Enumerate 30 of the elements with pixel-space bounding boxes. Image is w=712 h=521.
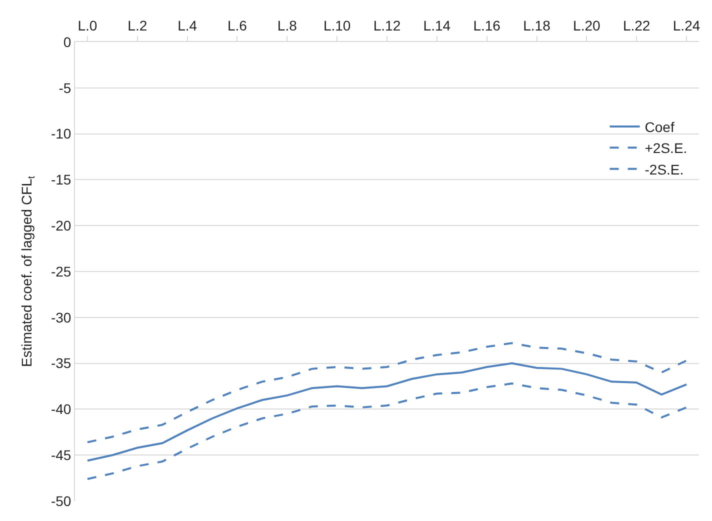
legend-label: Coef	[644, 118, 674, 135]
y-tick-label: -30	[50, 309, 72, 326]
legend-label: -2S.E.	[644, 161, 684, 178]
y-tick-label: -5	[58, 80, 72, 96]
y-tick-label: -45	[50, 447, 72, 463]
x-tick-label: L.14	[423, 17, 451, 34]
y-tick-label: -25	[50, 263, 72, 280]
x-tick-label: L.20	[573, 17, 601, 34]
x-tick-label: L.22	[622, 17, 650, 34]
y-tick-label: -15	[50, 172, 72, 188]
line-series	[86, 342, 688, 444]
y-tick-label: -20	[50, 218, 72, 234]
x-tick-label: L.6	[228, 17, 248, 34]
x-tick-label: L.12	[373, 17, 401, 34]
x-tick-label: L.16	[473, 17, 501, 34]
line-series	[86, 382, 688, 480]
y-tick-label: -35	[50, 355, 72, 372]
y-tick-label: -50	[50, 492, 72, 509]
y-tick-label: -40	[50, 401, 72, 418]
legend-label: +2S.E.	[644, 140, 688, 156]
x-tick-label: L.4	[178, 17, 198, 34]
y-tick-label: -10	[50, 126, 72, 142]
x-tick-label: L.10	[323, 17, 351, 34]
x-tick-label: L.24	[672, 17, 700, 34]
line-series	[86, 362, 688, 462]
x-tick-label: L.18	[523, 17, 551, 34]
x-tick-label: L.2	[128, 17, 148, 34]
x-tick-label: L.0	[78, 17, 98, 34]
y-tick-label: 0	[63, 34, 72, 50]
x-tick-label: L.8	[277, 17, 298, 34]
